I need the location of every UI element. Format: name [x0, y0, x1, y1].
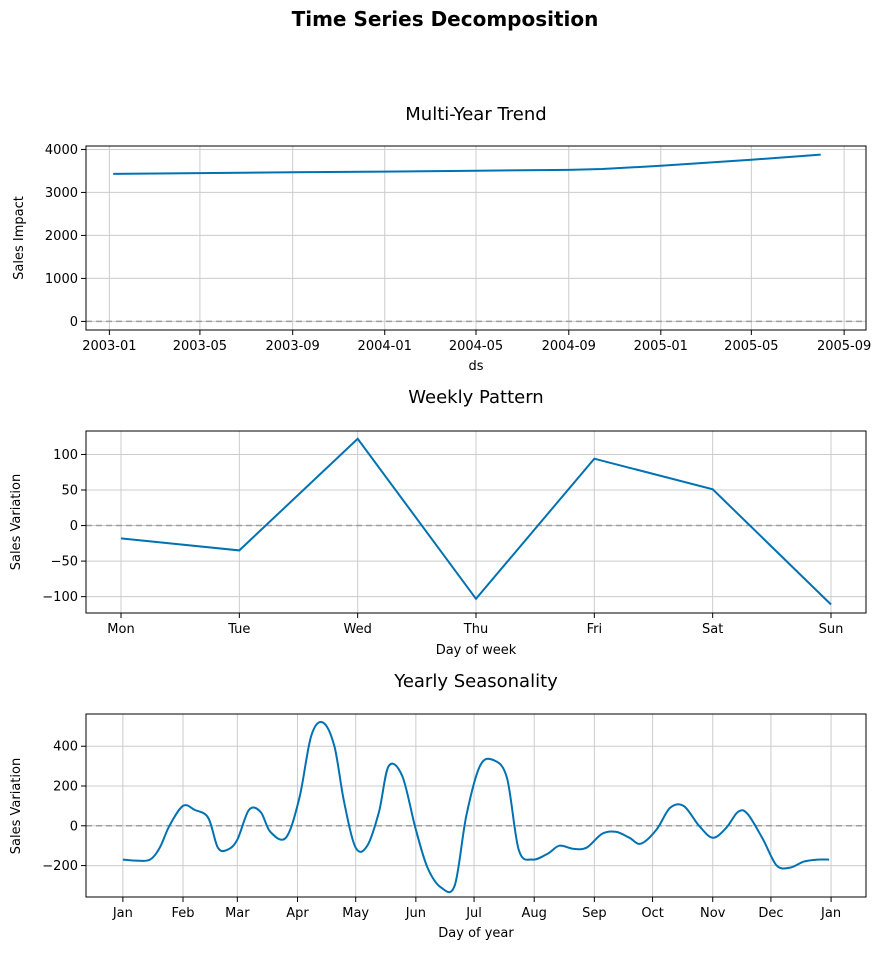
yearly-x-axis-label: Day of year [438, 926, 514, 941]
x-tick-label: Mon [107, 622, 134, 637]
y-tick-label: 0 [70, 315, 78, 330]
weekly-x-axis-label: Day of week [436, 643, 517, 658]
y-tick-label: 100 [53, 448, 78, 463]
weekly-x-ticks: Mon Tue Wed Thu Fri Sat Sun [107, 613, 843, 637]
x-tick-label: May [342, 906, 369, 921]
x-tick-label: Feb [171, 906, 194, 921]
yearly-plot-frame [86, 714, 866, 897]
y-tick-label: 3000 [45, 186, 78, 201]
trend-x-ticks: 2003-01 2003-05 2003-09 2004-01 2004-05 2004-… [82, 330, 871, 354]
weekly-title: Weekly Pattern [408, 387, 543, 408]
x-tick-label: 2003-09 [266, 339, 320, 354]
yearly-panel: Yearly Seasonality Jan Feb Mar Apr May Jun Jul… [9, 671, 866, 941]
x-tick-label: Nov [700, 906, 726, 921]
y-tick-label: −200 [42, 859, 78, 874]
trend-series [113, 154, 821, 174]
x-tick-label: Jun [405, 906, 426, 921]
x-tick-label: 2004-05 [449, 339, 503, 354]
x-tick-label: Jul [465, 906, 482, 921]
weekly-panel: Weekly Pattern Mon Tue Wed Thu Fri Sat Sun −10… [9, 387, 866, 658]
y-tick-label: −50 [51, 555, 78, 570]
x-tick-label: Dec [758, 906, 783, 921]
y-tick-label: 1000 [45, 272, 78, 287]
x-tick-label: Wed [343, 622, 371, 637]
x-tick-label: Jan [112, 906, 133, 921]
x-tick-label: Sep [582, 906, 607, 921]
weekly-y-ticks: −100 −50 0 50 100 [42, 448, 86, 605]
x-tick-label: Aug [522, 906, 547, 921]
yearly-title: Yearly Seasonality [393, 671, 558, 692]
yearly-y-axis-label: Sales Variation [9, 758, 24, 854]
y-tick-label: 400 [53, 740, 78, 755]
x-tick-label: Sun [819, 622, 844, 637]
x-tick-label: Sat [702, 622, 723, 637]
x-tick-label: Oct [641, 906, 663, 921]
y-tick-label: 200 [53, 780, 78, 795]
trend-y-axis-label: Sales Impact [12, 196, 27, 280]
x-tick-label: Mar [225, 906, 250, 921]
y-tick-label: 50 [61, 484, 78, 499]
yearly-line [123, 722, 829, 892]
x-tick-label: 2003-01 [82, 339, 136, 354]
trend-x-axis-label: ds [468, 359, 483, 374]
y-tick-label: 0 [70, 519, 78, 534]
y-tick-label: 2000 [45, 229, 78, 244]
y-tick-label: 4000 [45, 143, 78, 158]
y-tick-label: −100 [42, 590, 78, 605]
x-tick-label: Thu [463, 622, 488, 637]
trend-y-ticks: 0 1000 2000 3000 4000 [45, 143, 86, 330]
figure-title: Time Series Decomposition [292, 7, 599, 31]
x-tick-label: Apr [286, 906, 309, 921]
yearly-grid [86, 714, 866, 897]
trend-title: Multi-Year Trend [405, 104, 546, 125]
yearly-series [123, 722, 829, 892]
x-tick-label: 2005-05 [724, 339, 778, 354]
y-tick-label: 0 [70, 819, 78, 834]
x-tick-label: 2003-05 [173, 339, 227, 354]
x-tick-label: 2004-09 [542, 339, 596, 354]
trend-line [113, 155, 821, 174]
x-tick-label: Jan [820, 906, 841, 921]
x-tick-label: 2004-01 [358, 339, 412, 354]
weekly-grid [86, 431, 866, 613]
x-tick-label: 2005-09 [817, 339, 871, 354]
weekly-y-axis-label: Sales Variation [9, 474, 24, 570]
x-tick-label: Tue [227, 622, 250, 637]
yearly-x-ticks: Jan Feb Mar Apr May Jun Jul Aug Sep Oct Nov Dec Jan [112, 897, 841, 921]
x-tick-label: 2005-01 [634, 339, 688, 354]
yearly-y-ticks: −200 0 200 400 [42, 740, 86, 874]
x-tick-label: Fri [587, 622, 603, 637]
